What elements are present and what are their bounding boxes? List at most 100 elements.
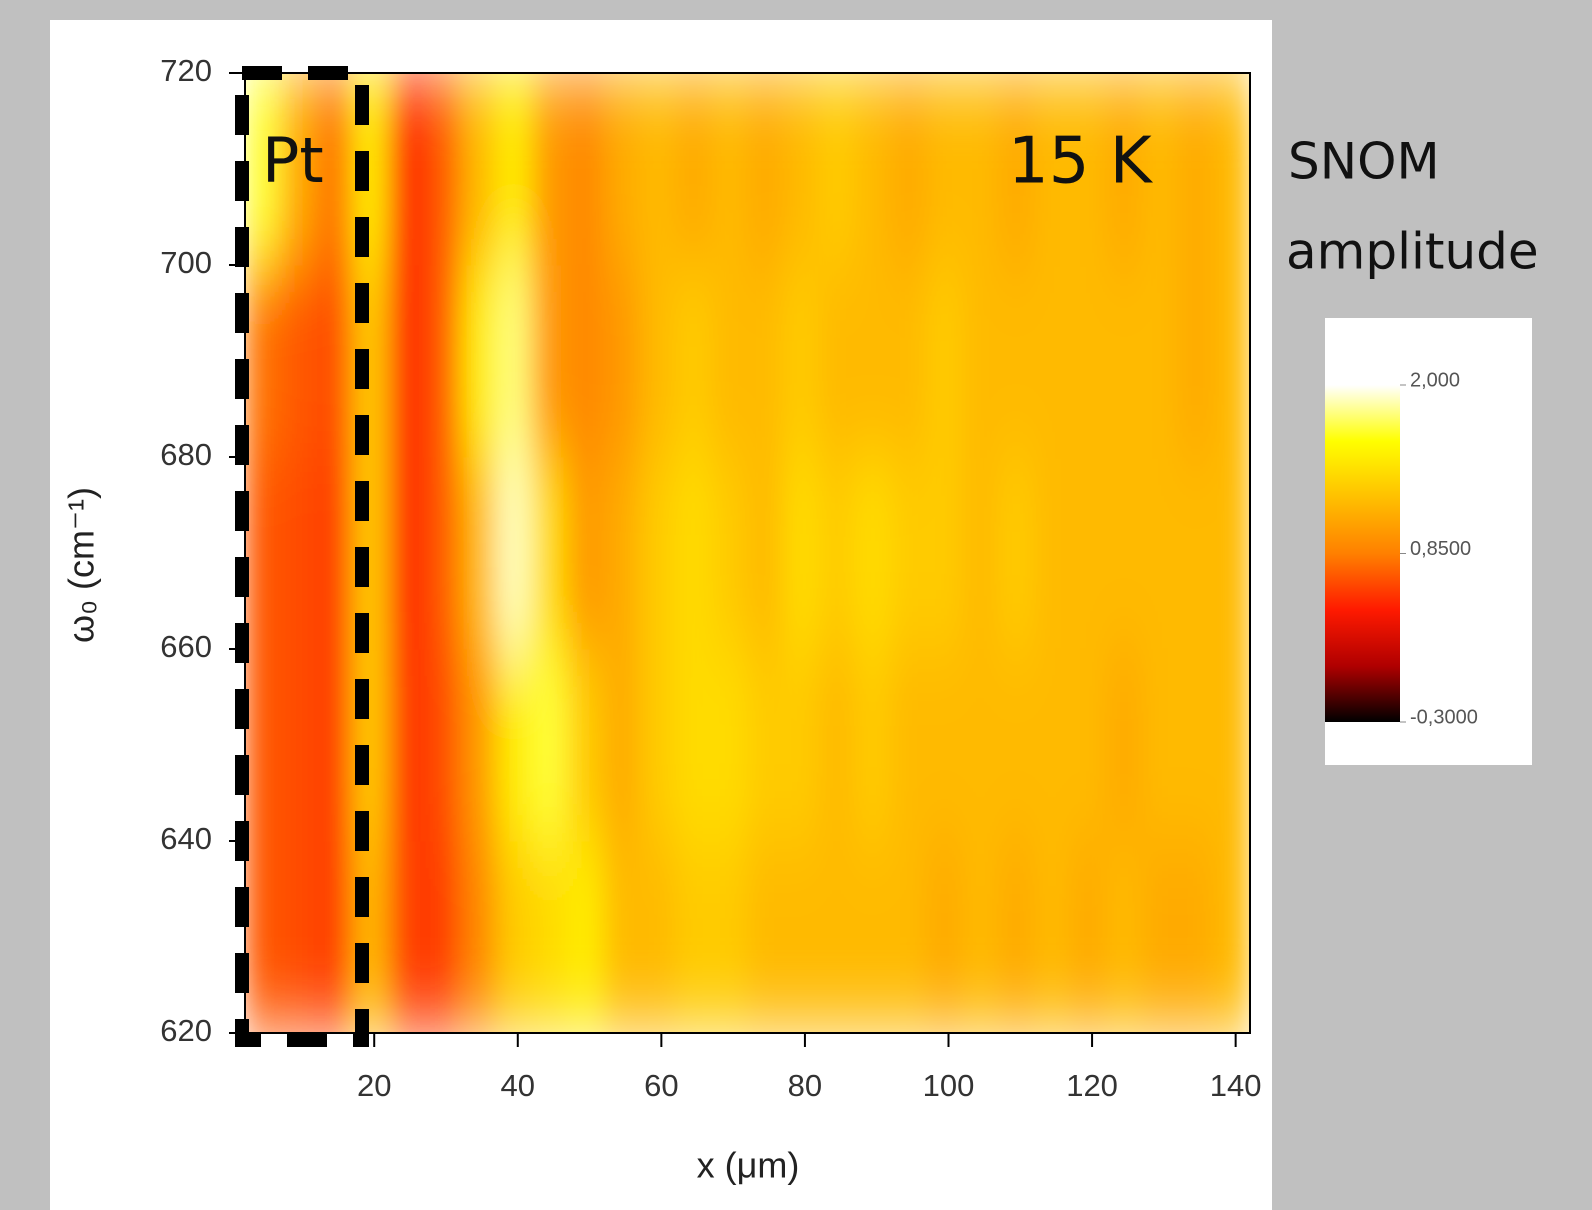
heatmap-cell bbox=[998, 264, 1036, 458]
heatmap-cell bbox=[388, 264, 425, 458]
heatmap-cell bbox=[495, 456, 533, 650]
x-tick-label: 120 bbox=[1066, 1068, 1118, 1103]
heatmap-cell bbox=[603, 840, 641, 1033]
heatmap-cell bbox=[459, 456, 497, 650]
heatmap-cell bbox=[962, 73, 1000, 266]
heatmap-cell bbox=[747, 648, 784, 842]
heatmap-cell bbox=[854, 73, 892, 266]
heatmap-cell bbox=[1034, 264, 1072, 458]
annotation: 15 K bbox=[1008, 125, 1154, 199]
heatmap-cell bbox=[459, 840, 497, 1033]
heatmap-cell bbox=[531, 73, 569, 266]
heatmap-cell bbox=[1070, 648, 1107, 842]
x-tick-label: 60 bbox=[644, 1068, 678, 1103]
heatmap-cell bbox=[1070, 264, 1107, 458]
heatmap-cell bbox=[495, 73, 533, 266]
heatmap-cell bbox=[890, 264, 928, 458]
heatmap-cell bbox=[316, 648, 354, 842]
heatmap-cell bbox=[1141, 456, 1179, 650]
colorbar bbox=[1325, 385, 1400, 722]
heatmap-cell bbox=[603, 73, 641, 266]
heatmap-cell bbox=[1141, 73, 1179, 266]
heatmap-cell bbox=[818, 648, 856, 842]
heatmap-cell bbox=[818, 73, 856, 266]
heatmap-cell bbox=[388, 456, 425, 650]
heatmap-cell bbox=[245, 648, 282, 842]
heatmap-cell bbox=[1070, 840, 1107, 1033]
heatmap-cell bbox=[567, 840, 605, 1033]
heatmap-cell bbox=[567, 648, 605, 842]
heatmap-cell bbox=[1177, 264, 1215, 458]
heatmap-cell bbox=[962, 264, 1000, 458]
heatmap-cell bbox=[567, 73, 605, 266]
heatmap-cell bbox=[1034, 648, 1072, 842]
heatmap-cell bbox=[352, 840, 390, 1033]
plot-frame bbox=[244, 72, 1251, 1034]
heatmap-cell bbox=[854, 456, 892, 650]
heatmap-cell bbox=[711, 648, 748, 842]
heatmap-cell bbox=[962, 840, 1000, 1033]
heatmap-cell bbox=[747, 840, 784, 1033]
heatmap-cell bbox=[854, 264, 892, 458]
heatmap-cell bbox=[459, 648, 497, 842]
heatmap-cell bbox=[711, 73, 748, 266]
heatmap-cell bbox=[531, 648, 569, 842]
heatmap-cell bbox=[926, 456, 964, 650]
heatmap-cell bbox=[782, 264, 820, 458]
heatmap-cell bbox=[316, 264, 354, 458]
heatmap-cell bbox=[1177, 456, 1215, 650]
y-tick-label: 640 bbox=[160, 821, 212, 856]
heatmap-cell bbox=[675, 264, 713, 458]
x-axis-title: x (μm) bbox=[697, 1145, 800, 1186]
heatmap-cell bbox=[1070, 73, 1107, 266]
heatmap-cell bbox=[1213, 456, 1250, 650]
heatmap-cell bbox=[747, 456, 784, 650]
x-tick-label: 20 bbox=[357, 1068, 391, 1103]
heatmap-cell bbox=[280, 456, 318, 650]
heatmap-cell bbox=[854, 648, 892, 842]
heatmap-cell bbox=[675, 648, 713, 842]
heatmap-cell bbox=[1034, 73, 1072, 266]
heatmap-cell bbox=[531, 456, 569, 650]
heatmap-cell bbox=[423, 840, 461, 1033]
heatmap-cell bbox=[388, 840, 425, 1033]
x-tick-label: 100 bbox=[923, 1068, 975, 1103]
heatmap-cell bbox=[926, 840, 964, 1033]
y-tick-label: 680 bbox=[160, 437, 212, 472]
heatmap-cell bbox=[388, 648, 425, 842]
heatmap-cell bbox=[1105, 73, 1143, 266]
heatmap-cell bbox=[962, 648, 1000, 842]
y-tick-label: 720 bbox=[160, 53, 212, 88]
heatmap-cell bbox=[1034, 840, 1072, 1033]
heatmap-cell bbox=[495, 648, 533, 842]
heatmap-cell bbox=[854, 840, 892, 1033]
pt-region-box bbox=[235, 66, 369, 1047]
heatmap-cell bbox=[1105, 648, 1143, 842]
heatmap bbox=[245, 73, 1250, 1033]
heatmap-cell bbox=[1105, 840, 1143, 1033]
heatmap-cell bbox=[280, 648, 318, 842]
colorbar-title: amplitude bbox=[1286, 223, 1539, 281]
heatmap-cell bbox=[531, 264, 569, 458]
colorbar-title: SNOM bbox=[1288, 133, 1440, 191]
heatmap-cell bbox=[782, 73, 820, 266]
heatmap-cell bbox=[245, 264, 282, 458]
heatmap-cell bbox=[639, 648, 677, 842]
x-tick-label: 140 bbox=[1210, 1068, 1262, 1103]
heatmap-cell bbox=[459, 73, 497, 266]
heatmap-cell bbox=[423, 73, 461, 266]
heatmap-cell bbox=[280, 73, 318, 266]
heatmap-cell bbox=[890, 456, 928, 650]
y-tick-label: 620 bbox=[160, 1013, 212, 1048]
heatmap-cell bbox=[675, 456, 713, 650]
heatmap-cell bbox=[1105, 456, 1143, 650]
heatmap-cell bbox=[245, 456, 282, 650]
heatmap-cell bbox=[603, 264, 641, 458]
heatmap-cell bbox=[567, 456, 605, 650]
heatmap-cell bbox=[1177, 840, 1215, 1033]
x-tick-label: 80 bbox=[788, 1068, 822, 1103]
heatmap-cell bbox=[1213, 840, 1250, 1033]
heatmap-cell bbox=[639, 456, 677, 650]
